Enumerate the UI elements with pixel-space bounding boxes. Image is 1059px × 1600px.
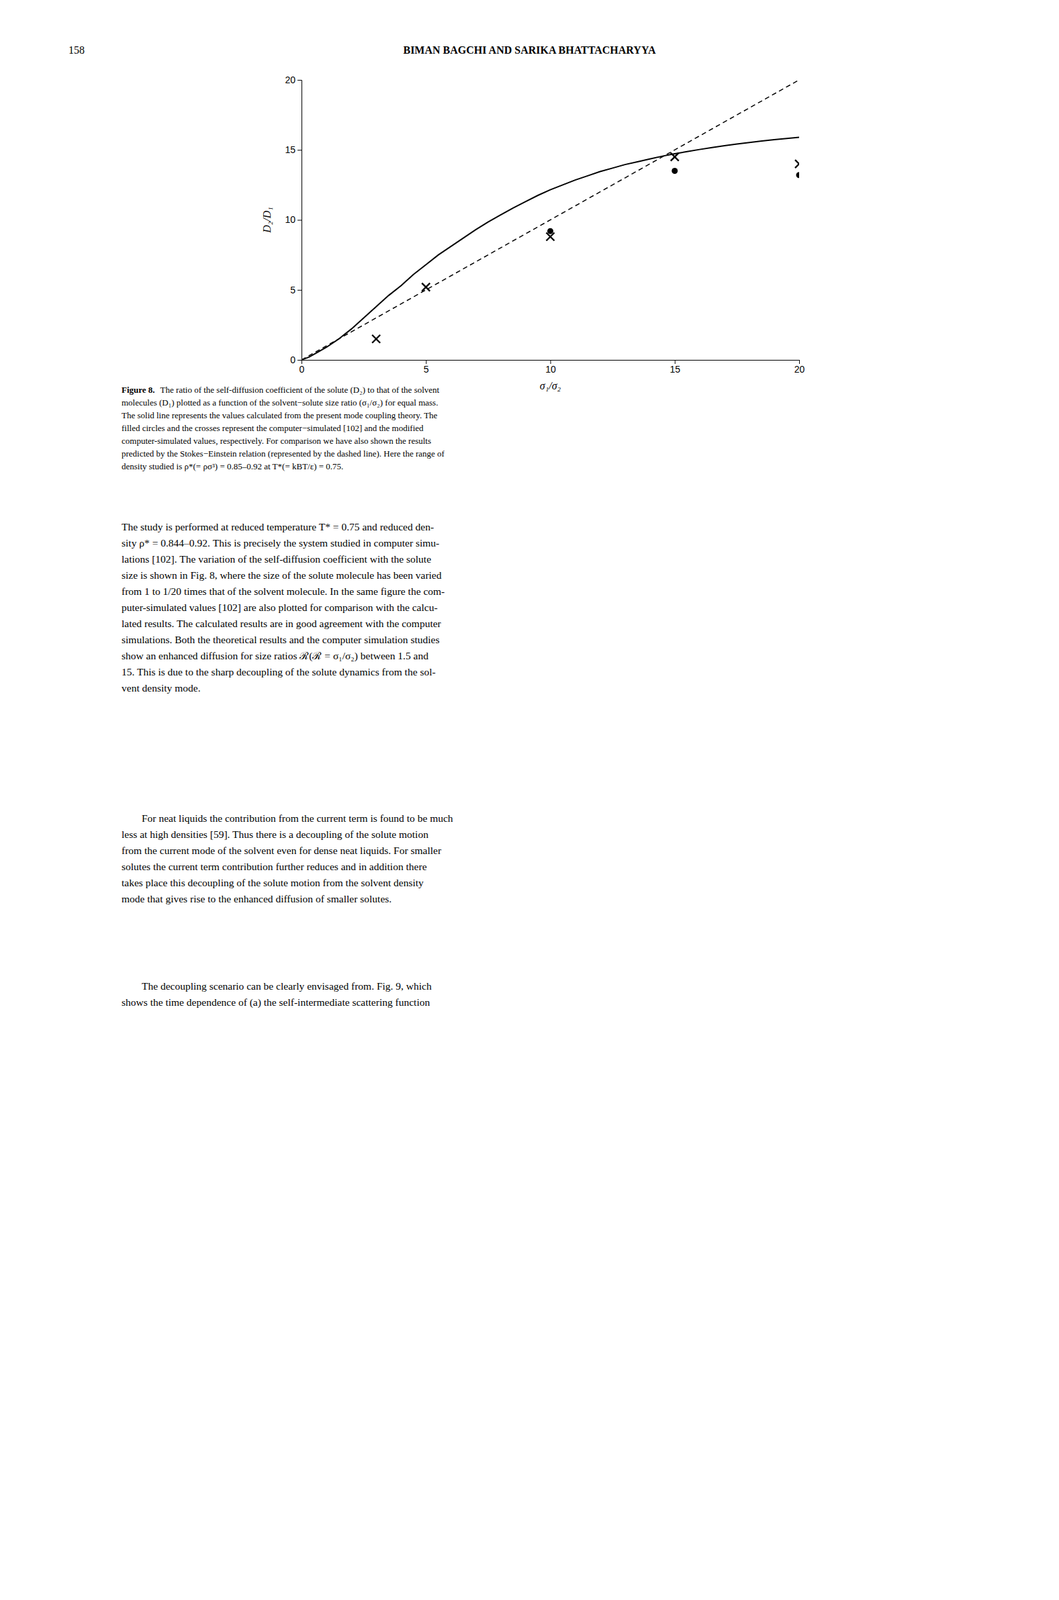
body-line: from 1 to 1/20 times that of the solvent… bbox=[121, 585, 445, 597]
caption-line: Figure 8. The ratio of the self-diffusion… bbox=[121, 384, 440, 395]
body-line: The study is performed at reduced temper… bbox=[121, 521, 434, 533]
body-line: shows the time dependence of (a) the sel… bbox=[121, 996, 430, 1009]
body-line: sity ρ* = 0.844–0.92. This is precisely … bbox=[121, 537, 440, 549]
caption-line: The solid line represents the values cal… bbox=[121, 410, 438, 421]
x-tick-label: 5 bbox=[423, 363, 430, 375]
x-tick-label: 20 bbox=[794, 363, 806, 375]
y-tick-label: 0 bbox=[290, 354, 296, 366]
caption-line: filled circles and the crosses represent… bbox=[121, 423, 424, 434]
body-line: from the current mode of the solvent eve… bbox=[121, 844, 442, 857]
y-tick: 15 bbox=[284, 144, 302, 156]
cross-marker bbox=[421, 283, 430, 292]
y-axis-line bbox=[297, 80, 303, 361]
body-line: takes place this decoupling of the solut… bbox=[121, 877, 424, 889]
x-tick-label: 15 bbox=[669, 363, 681, 375]
y-tick-mark bbox=[297, 359, 302, 361]
x-tick-label: 10 bbox=[545, 363, 557, 375]
x-tick-label: 0 bbox=[299, 363, 305, 375]
body-line: puter-simulated values [102] are also pl… bbox=[121, 601, 438, 614]
body-line: The decoupling scenario can be clearly e… bbox=[141, 980, 432, 992]
caption-line: predicted by the Stokes−Einstein relatio… bbox=[121, 448, 446, 459]
caption-label: Figure 8. bbox=[121, 384, 156, 395]
y-tick-mark bbox=[297, 79, 302, 81]
page-number: 158 bbox=[68, 44, 85, 56]
caption-line: density studied is ρ*(= ρσ³) = 0.85–0.92… bbox=[121, 461, 344, 472]
y-tick: 20 bbox=[284, 74, 302, 86]
y-tick-mark bbox=[297, 220, 302, 221]
y-tick-label: 10 bbox=[284, 214, 296, 225]
series-line bbox=[301, 79, 800, 360]
x-tick: 0 bbox=[299, 359, 305, 375]
chart: 0 5 10 15 20 0 5 10 15 20 σ₁/σ₂ D₂/D₁ bbox=[261, 74, 805, 392]
page: 158 BIMAN BAGCHI AND SARIKA BHATTACHARYYA… bbox=[0, 0, 1059, 1600]
x-tick: 5 bbox=[423, 359, 430, 375]
cross-marker bbox=[670, 153, 679, 162]
body-line: simulations. Both the theoretical result… bbox=[121, 633, 440, 646]
plot-marks bbox=[301, 79, 800, 360]
x-tick: 15 bbox=[669, 359, 681, 375]
y-tick-label: 20 bbox=[284, 74, 296, 86]
page-header: BIMAN BAGCHI AND SARIKA BHATTACHARYYA bbox=[402, 44, 657, 56]
circle-marker bbox=[547, 228, 554, 235]
x-axis: 0 5 10 15 20 bbox=[299, 359, 806, 375]
y-tick-label: 5 bbox=[290, 284, 296, 296]
body-line: vent density mode. bbox=[121, 682, 201, 694]
cross-marker bbox=[795, 159, 800, 168]
body-line: less at high densities [59]. Thus there … bbox=[121, 828, 429, 841]
body-line: For neat liquids the contribution from t… bbox=[141, 812, 454, 824]
x-tick: 20 bbox=[794, 359, 806, 375]
body-line: size is shown in Fig. 8, where the size … bbox=[121, 569, 442, 581]
circle-marker bbox=[796, 171, 800, 178]
body-line: lated results. The calculated results ar… bbox=[121, 617, 442, 630]
y-axis: 0 5 10 15 20 bbox=[284, 74, 302, 366]
caption-line: molecules (D₁) plotted as a function of … bbox=[121, 397, 438, 408]
y-tick: 0 bbox=[290, 354, 302, 366]
body-line: 15. This is due to the sharp decoupling … bbox=[121, 666, 436, 678]
y-tick-mark bbox=[297, 149, 302, 151]
body-line: solutes the current term contribution fu… bbox=[121, 860, 428, 873]
cross-marker bbox=[372, 335, 381, 344]
caption-text: The ratio of the self-diffusion coeffici… bbox=[160, 384, 440, 395]
caption-line: computer-simulated values, respectively.… bbox=[121, 435, 432, 446]
cross-marker bbox=[546, 233, 555, 242]
body-line: lations [102]. The variation of the self… bbox=[121, 553, 432, 565]
y-tick-mark bbox=[297, 290, 302, 291]
series-line bbox=[301, 136, 800, 360]
x-axis-label: σ₁/σ₂ bbox=[539, 380, 562, 392]
body-line: mode that gives rise to the enhanced dif… bbox=[121, 893, 392, 905]
circle-marker bbox=[671, 167, 678, 174]
body-line: show an enhanced diffusion for size rati… bbox=[121, 650, 429, 663]
y-tick: 10 bbox=[284, 214, 302, 225]
y-tick: 5 bbox=[290, 284, 302, 296]
x-tick: 10 bbox=[545, 359, 557, 375]
y-axis-label: D₂/D₁ bbox=[261, 206, 273, 234]
y-tick-label: 15 bbox=[284, 144, 296, 156]
